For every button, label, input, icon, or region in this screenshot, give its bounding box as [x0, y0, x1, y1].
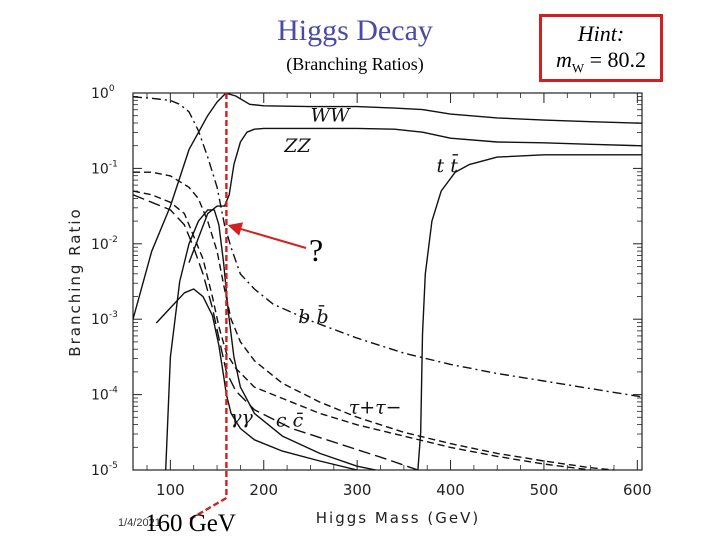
series-tautau-line — [133, 190, 591, 470]
series-WW-line — [133, 93, 642, 320]
hint-heading: Hint: — [577, 21, 625, 46]
plot-frame — [132, 92, 643, 471]
series-gammagamma-label: γγ — [230, 406, 253, 428]
series-gg-line — [133, 171, 615, 470]
hint-mw-value: = 80.2 — [589, 47, 647, 72]
marker-mass-label: 160 GeV — [145, 510, 236, 537]
y-axis-title: Branching Ratio — [66, 207, 84, 356]
slide-subtitle: (Branching Ratios) — [286, 54, 424, 74]
y-tick-label: 10-5 — [91, 461, 118, 479]
series-tautau-label: τ+τ− — [349, 396, 402, 418]
hint-box: Hint: mW = 80.2 — [539, 14, 663, 82]
question-mark-annotation: ? — [309, 232, 324, 268]
slide-title: Higgs Decay — [277, 14, 433, 47]
slide-date: 1/4/2021 — [118, 517, 161, 529]
series-Zgamma-line — [165, 209, 376, 470]
series-bb-line — [133, 96, 642, 398]
x-tick-label: 300 — [343, 481, 372, 499]
x-tick-label: 100 — [156, 481, 185, 499]
y-tick-label: 10-1 — [91, 159, 118, 177]
y-tick-label: 10-3 — [91, 310, 118, 328]
series-bb-label: b b̄ — [298, 304, 328, 328]
x-tick-label: 600 — [623, 481, 652, 499]
series-cc-line — [133, 194, 419, 470]
series-gammagamma-line — [155, 288, 358, 470]
hint-w-mass: mW = 80.2 — [542, 47, 660, 81]
series-ZZ-line — [188, 127, 642, 263]
y-tick-label: 10-2 — [91, 235, 118, 253]
series-tt-line — [417, 154, 642, 470]
y-tick-label: 100 — [91, 84, 115, 102]
marker-160gev-line — [187, 93, 228, 522]
x-tick-label: 200 — [249, 481, 278, 499]
series-WW-label: WW — [310, 105, 351, 127]
x-tick-label: 500 — [530, 481, 559, 499]
y-tick-label: 10-4 — [91, 386, 118, 404]
x-tick-label: 400 — [436, 481, 465, 499]
hint-mw-symbol: m — [555, 47, 572, 72]
x-axis-title: Higgs Mass (GeV) — [316, 509, 480, 527]
hint-mw-subscript: W — [571, 60, 585, 76]
series-ZZ-label: ZZ — [283, 135, 311, 157]
series-tt-label: t t̄ — [437, 153, 459, 177]
series-cc-label: c c̄ — [276, 409, 304, 431]
annotation-arrow — [227, 222, 307, 249]
